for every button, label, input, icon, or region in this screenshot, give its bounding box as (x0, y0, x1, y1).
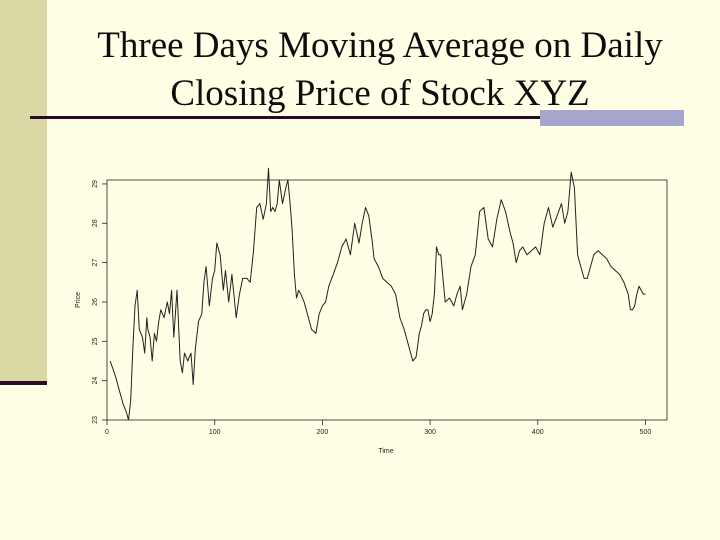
x-tick-label: 500 (640, 429, 652, 436)
x-tick-label: 0 (105, 429, 109, 436)
x-axis-label: Time (378, 448, 393, 455)
series-layer (109, 167, 646, 421)
title-line-2: Closing Price of Stock XYZ (170, 73, 590, 114)
y-axis-label: Price (75, 292, 82, 308)
y-tick-label: 25 (92, 337, 99, 345)
y-tick-label: 29 (92, 180, 99, 188)
title-divider (30, 116, 540, 119)
x-tick-label: 300 (424, 429, 436, 436)
y-tick-label: 26 (92, 298, 99, 306)
x-tick-label: 100 (209, 429, 221, 436)
x-tick-label: 200 (317, 429, 329, 436)
y-tick-label: 28 (92, 219, 99, 227)
title-divider-accent (540, 110, 684, 126)
left-accent-bar (0, 0, 47, 382)
title-line-1: Three Days Moving Average on Daily (97, 25, 663, 66)
x-axis: 0 100 200 300 400 500 (105, 420, 651, 436)
price-line-chart: 0 100 200 300 400 500 23 24 25 26 27 28 29 Time Pri… (75, 167, 668, 455)
y-tick-label: 27 (92, 259, 99, 267)
series-line-moving-average (109, 167, 646, 421)
y-axis: 23 24 25 26 27 28 29 (92, 180, 107, 424)
y-tick-label: 24 (92, 377, 99, 385)
slide-title: Three Days Moving Average on Daily Closi… (60, 22, 700, 118)
y-tick-label: 23 (92, 416, 99, 424)
left-accent-underline (0, 381, 47, 385)
plot-frame (106, 179, 668, 421)
x-tick-label: 400 (532, 429, 544, 436)
